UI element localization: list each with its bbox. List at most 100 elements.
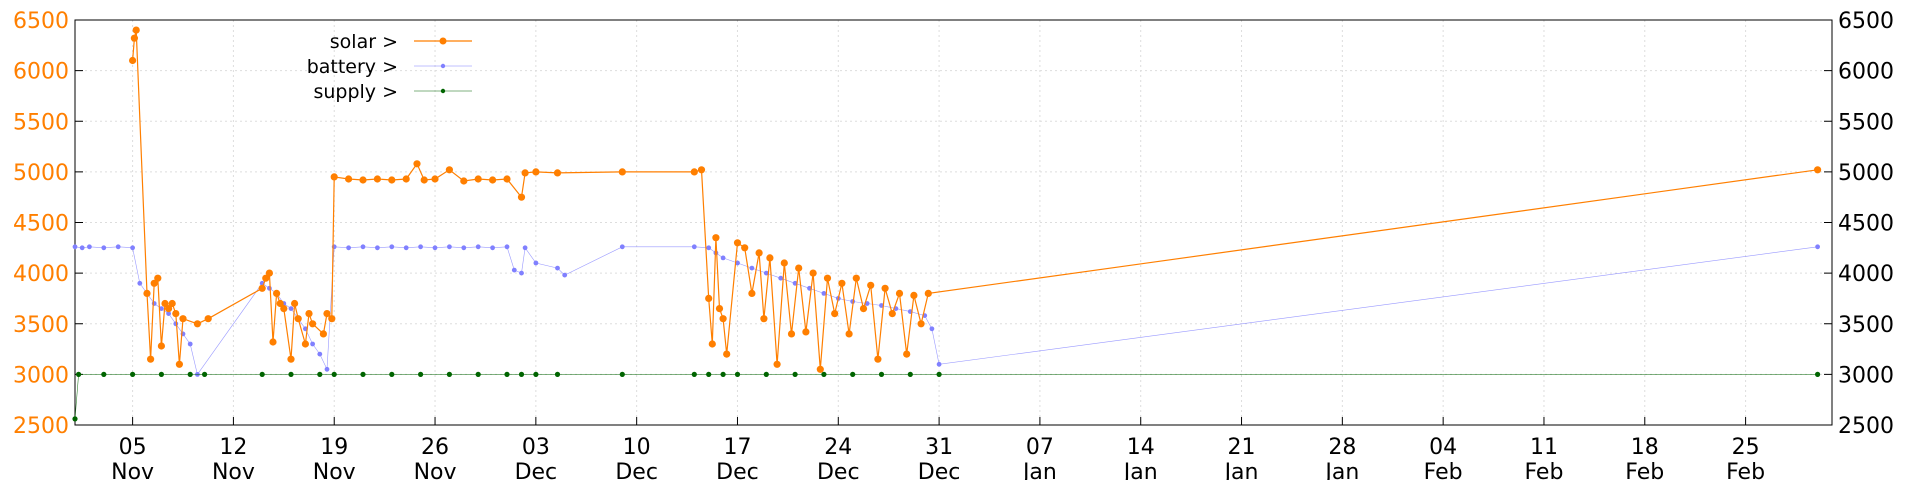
data-point [445, 166, 453, 174]
data-point [317, 351, 323, 357]
y-tick-label-right: 3000 [1838, 363, 1894, 388]
x-tick-day: 21 [1228, 435, 1256, 460]
data-point [838, 279, 846, 287]
x-tick-day: 17 [723, 435, 751, 460]
legend-marker-solar [439, 37, 447, 45]
data-point [345, 175, 353, 183]
x-tick-month: Feb [1625, 460, 1664, 480]
data-point [929, 326, 935, 332]
data-point [179, 315, 187, 323]
x-tick-month: Dec [716, 460, 759, 480]
series-supply [72, 371, 1821, 422]
data-point [936, 371, 942, 377]
data-point [475, 371, 481, 377]
x-tick-day: 18 [1631, 435, 1659, 460]
series-layer [72, 26, 1822, 422]
data-point [787, 330, 796, 338]
data-point [87, 244, 92, 250]
legend-label-solar: solar > [330, 31, 398, 53]
data-point [691, 371, 697, 377]
x-tick-month: Nov [414, 460, 457, 480]
data-point [150, 279, 158, 287]
data-point [173, 321, 179, 327]
data-point [917, 320, 925, 328]
data-point [715, 305, 724, 313]
data-point [389, 371, 395, 377]
x-tick-day: 25 [1732, 435, 1760, 460]
data-point [763, 371, 769, 377]
data-point [553, 169, 562, 177]
data-point [910, 291, 918, 299]
data-point [154, 274, 162, 282]
data-point [532, 168, 540, 176]
data-point [816, 365, 824, 373]
x-tick-month: Nov [111, 460, 154, 480]
data-point [874, 355, 882, 363]
data-point [503, 175, 511, 183]
data-point [375, 245, 380, 251]
data-point [735, 260, 740, 266]
data-point [504, 371, 510, 377]
y-tick-label-right: 5500 [1838, 110, 1894, 135]
series-solar [129, 26, 1822, 373]
data-point [317, 371, 323, 377]
data-point [72, 416, 78, 422]
data-point [193, 320, 201, 328]
data-point [187, 341, 193, 347]
data-point [72, 244, 78, 250]
data-point [323, 310, 331, 318]
series-line [74, 246, 1818, 376]
data-point [158, 371, 164, 377]
data-point [936, 361, 942, 367]
x-tick-month: Feb [1424, 460, 1463, 480]
data-point [305, 310, 313, 318]
x-tick-month: Dec [918, 460, 961, 480]
data-point [431, 175, 439, 183]
data-point [562, 272, 568, 278]
data-point [101, 245, 107, 251]
data-point [773, 360, 781, 368]
data-point [259, 371, 265, 377]
x-tick-day: 04 [1429, 435, 1457, 460]
data-point [792, 371, 798, 377]
data-point [821, 291, 827, 296]
legend-marker-supply [440, 88, 446, 94]
data-point [755, 249, 763, 257]
y-tick-label-right: 3500 [1838, 313, 1894, 338]
data-point [172, 310, 180, 318]
data-point [360, 371, 366, 377]
data-point [533, 260, 539, 266]
data-point [310, 341, 315, 347]
data-point [859, 305, 868, 313]
data-point [1815, 244, 1820, 250]
data-point [269, 338, 277, 346]
data-point [130, 34, 138, 42]
y-tick-label-left: 3000 [13, 363, 69, 388]
data-point [294, 315, 302, 323]
data-point [324, 366, 330, 372]
x-tick-month: Dec [615, 460, 658, 480]
data-point [79, 245, 85, 251]
data-point [101, 371, 107, 377]
data-point [903, 350, 911, 358]
data-point [161, 299, 169, 308]
data-point [1815, 371, 1821, 377]
data-point [712, 234, 720, 242]
data-point [373, 175, 381, 183]
data-point [881, 284, 889, 292]
data-point [533, 371, 539, 377]
data-point [262, 274, 270, 282]
data-point [446, 371, 452, 377]
data-point [328, 315, 336, 323]
data-point [831, 310, 839, 318]
data-point [504, 244, 510, 250]
data-point [309, 320, 317, 328]
x-tick-month: Dec [817, 460, 860, 480]
data-point [705, 294, 713, 302]
data-point [388, 176, 396, 184]
x-tick-day: 28 [1328, 435, 1356, 460]
x-tick-day: 05 [119, 435, 147, 460]
x-tick-month: Jan [1021, 460, 1057, 480]
